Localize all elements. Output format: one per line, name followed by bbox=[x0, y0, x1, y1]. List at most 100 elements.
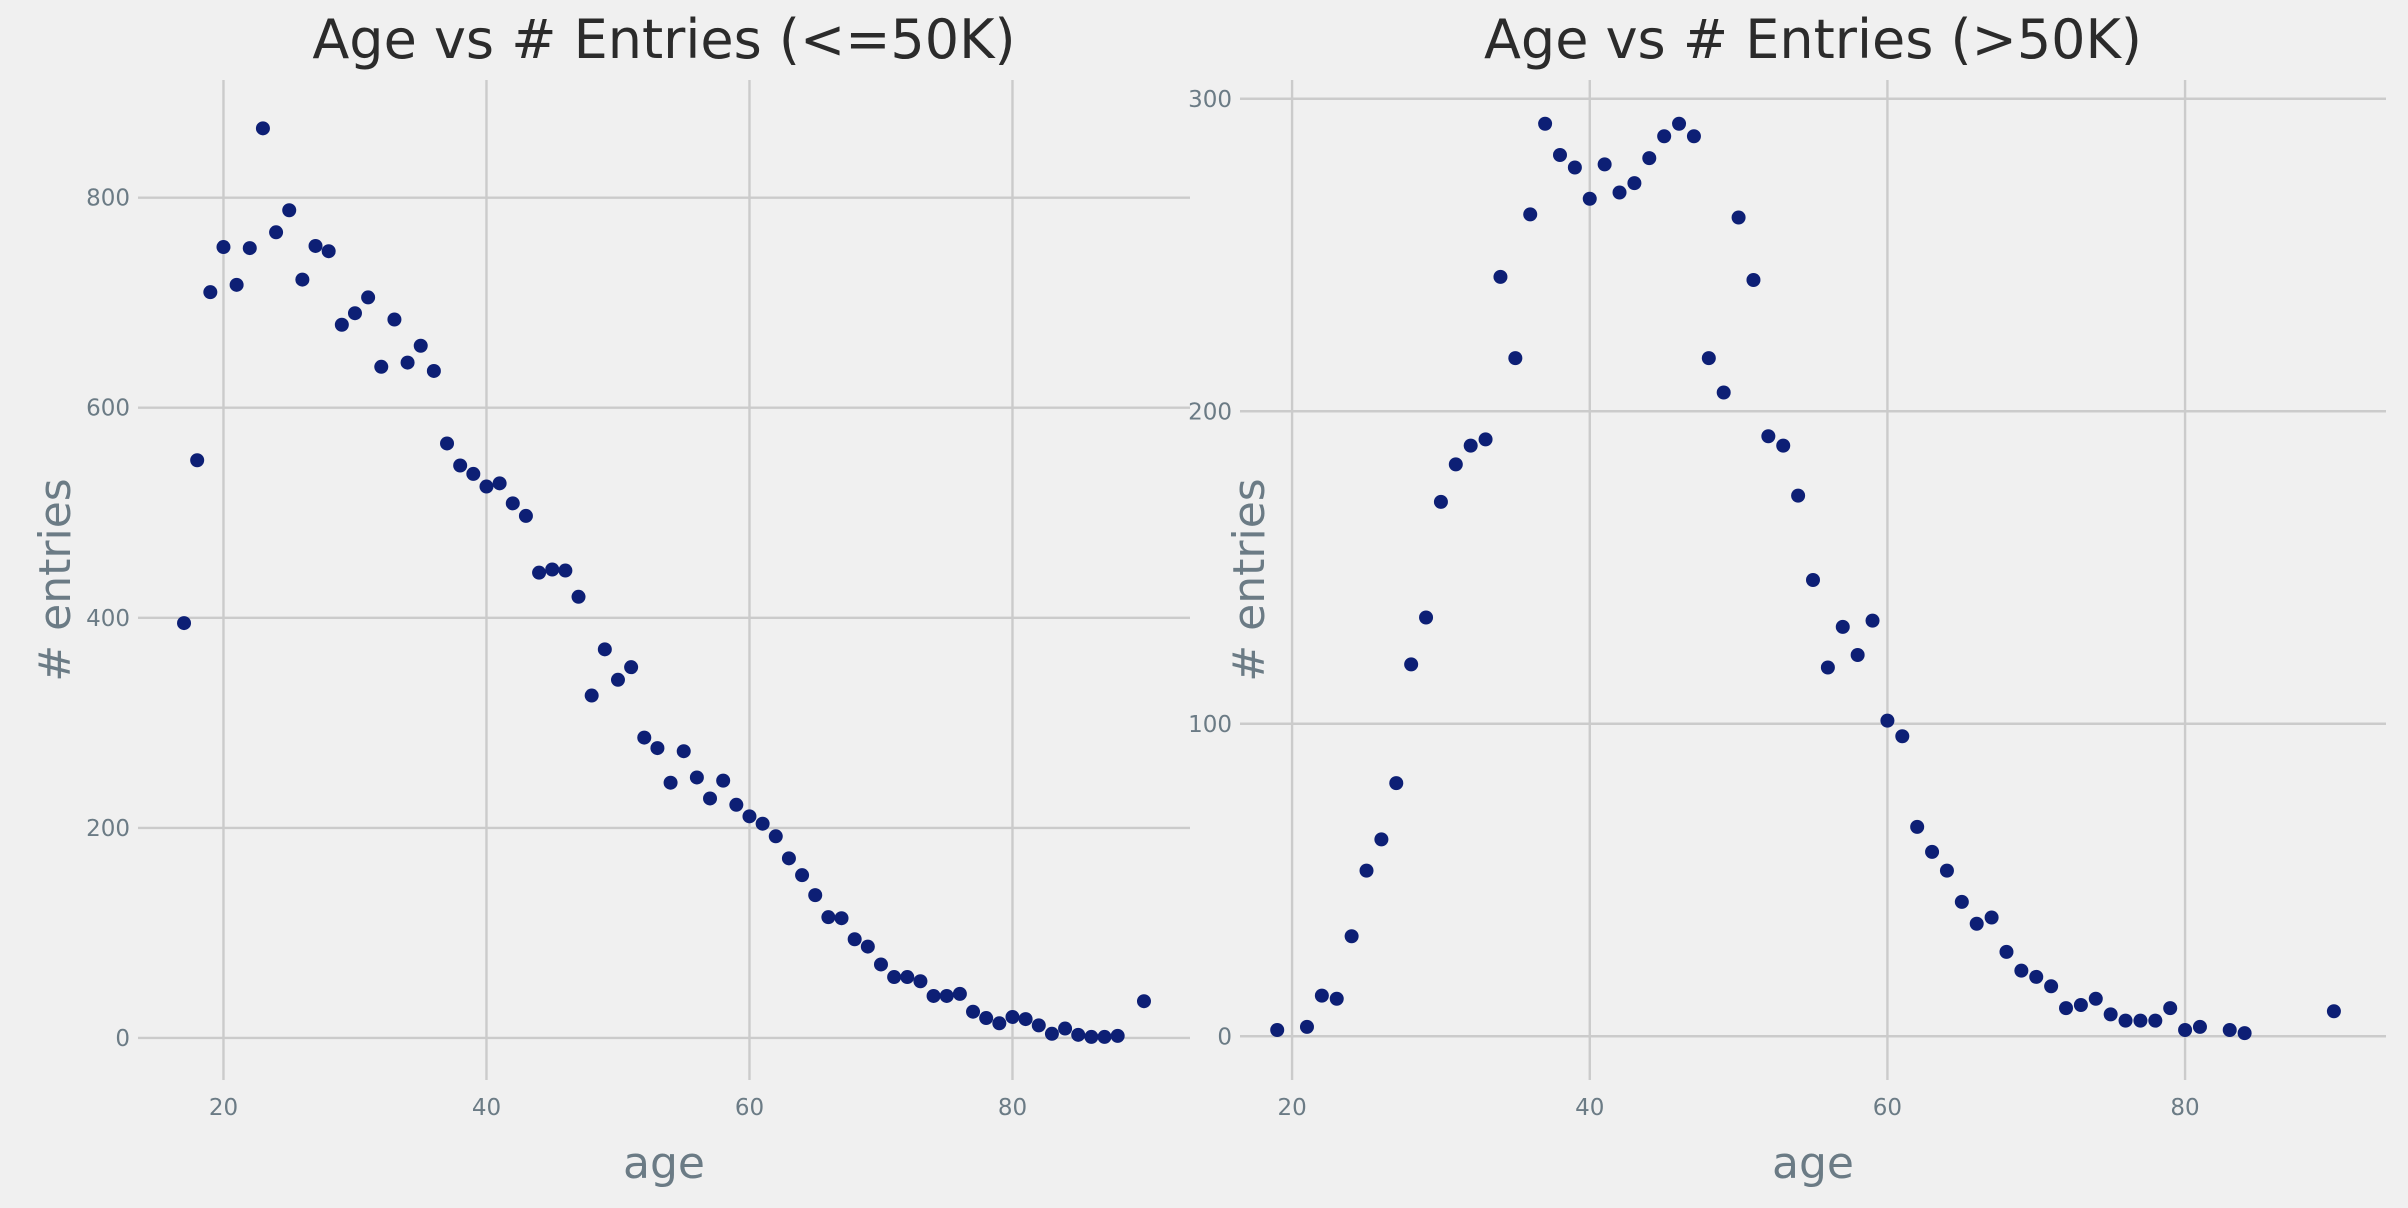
scatter-point bbox=[2059, 1001, 2074, 1016]
scatter-point bbox=[1925, 844, 1940, 859]
scatter-point bbox=[1404, 657, 1419, 672]
scatter-point bbox=[2178, 1023, 2193, 1037]
scatter-points bbox=[177, 121, 1151, 1044]
scatter-point bbox=[1582, 191, 1597, 206]
scatter-point bbox=[821, 910, 836, 925]
scatter-point bbox=[610, 672, 625, 687]
scatter-point bbox=[1895, 729, 1910, 744]
x-tick-label: 20 bbox=[209, 1095, 238, 1121]
scatter-point bbox=[597, 642, 612, 657]
scatter-point bbox=[295, 272, 310, 287]
scatter-point bbox=[466, 466, 481, 481]
chart-panel-right: 20 40 60 80 0 100 200 300 Age vs # Entries (>50… bbox=[1188, 8, 2386, 1189]
scatter-point bbox=[913, 974, 928, 989]
scatter-point bbox=[413, 338, 428, 353]
chart-title: Age vs # Entries (<=50K) bbox=[312, 8, 1015, 71]
scatter-point bbox=[1954, 894, 1969, 909]
scatter-point bbox=[992, 1016, 1007, 1031]
scatter-point bbox=[1850, 648, 1865, 662]
scatter-point bbox=[1939, 863, 1954, 878]
scatter-point bbox=[1999, 944, 2014, 959]
chart-title: Age vs # Entries (>50K) bbox=[1484, 8, 2142, 71]
scatter-point bbox=[1865, 613, 1880, 628]
scatter-point bbox=[1110, 1028, 1125, 1043]
scatter-point bbox=[2103, 1007, 2118, 1022]
scatter-point bbox=[334, 317, 349, 332]
scatter-point bbox=[2192, 1019, 2207, 1034]
scatter-point bbox=[2073, 998, 2088, 1012]
scatter-point bbox=[873, 957, 888, 972]
scatter-point bbox=[768, 829, 783, 844]
scatter-point bbox=[729, 797, 744, 812]
scatter-point bbox=[177, 616, 192, 631]
scatter-point bbox=[1314, 988, 1329, 1003]
scatter-point bbox=[663, 775, 678, 790]
scatter-point bbox=[703, 791, 718, 806]
scatter-point bbox=[1018, 1012, 1033, 1027]
scatter-point bbox=[269, 225, 284, 240]
scatter-point bbox=[1716, 385, 1731, 400]
scatter-point bbox=[1463, 438, 1478, 453]
y-tick-label: 200 bbox=[1188, 399, 1232, 425]
scatter-point bbox=[2029, 969, 2044, 984]
gridlines bbox=[1240, 80, 2386, 1080]
scatter-point bbox=[374, 359, 389, 374]
scatter-point bbox=[492, 476, 507, 491]
scatter-point bbox=[1597, 157, 1612, 172]
y-tick-label: 600 bbox=[86, 396, 130, 422]
y-tick-label: 0 bbox=[1217, 1024, 1232, 1050]
y-tick-label: 800 bbox=[86, 186, 130, 212]
scatter-point bbox=[2118, 1013, 2133, 1028]
scatter-point bbox=[400, 355, 415, 370]
scatter-point bbox=[1374, 832, 1389, 847]
scatter-point bbox=[255, 121, 270, 136]
scatter-point bbox=[1031, 1018, 1046, 1033]
scatter-point bbox=[282, 203, 297, 218]
scatter-point bbox=[1136, 994, 1151, 1009]
scatter-point bbox=[1686, 129, 1701, 144]
x-tick-label: 60 bbox=[735, 1095, 764, 1121]
scatter-point bbox=[203, 285, 218, 300]
scatter-point bbox=[952, 986, 967, 1001]
scatter-point bbox=[755, 816, 770, 831]
scatter-point bbox=[1880, 713, 1895, 728]
scatter-point bbox=[900, 970, 915, 985]
y-tick-label: 300 bbox=[1188, 87, 1232, 113]
scatter-point bbox=[716, 773, 731, 788]
scatter-point bbox=[1058, 1021, 1073, 1036]
scatter-point bbox=[979, 1011, 994, 1026]
scatter-point bbox=[1776, 438, 1791, 453]
scatter-point bbox=[1084, 1029, 1099, 1044]
scatter-point bbox=[1508, 351, 1523, 366]
scatter-point bbox=[1523, 207, 1538, 222]
scatter-point bbox=[1433, 494, 1448, 509]
x-axis-label: age bbox=[1772, 1138, 1854, 1189]
scatter-point bbox=[347, 306, 362, 321]
scatter-point bbox=[834, 911, 849, 926]
scatter-point bbox=[1627, 176, 1642, 191]
scatter-point bbox=[558, 563, 573, 578]
scatter-point bbox=[440, 436, 455, 451]
scatter-point bbox=[1701, 351, 1716, 366]
scatter-point bbox=[1642, 151, 1657, 166]
tick-labels: 20 40 60 80 0 100 200 300 bbox=[1188, 87, 2200, 1121]
x-tick-label: 20 bbox=[1277, 1095, 1306, 1121]
scatter-point bbox=[966, 1004, 981, 1019]
scatter-point bbox=[1448, 457, 1463, 472]
scatter-point bbox=[2237, 1026, 2252, 1041]
scatter-point bbox=[795, 868, 810, 883]
scatter-point bbox=[2222, 1023, 2237, 1037]
scatter-point bbox=[584, 688, 599, 703]
scatter-point bbox=[1806, 573, 1820, 587]
scatter-point bbox=[1538, 116, 1553, 131]
scatter-point bbox=[505, 496, 520, 511]
y-axis-label: # entries bbox=[1224, 478, 1275, 681]
scatter-point bbox=[939, 988, 954, 1003]
y-tick-label: 200 bbox=[86, 816, 130, 842]
scatter-point bbox=[532, 565, 547, 580]
scatter-point bbox=[321, 244, 336, 259]
scatter-point bbox=[2133, 1013, 2148, 1028]
